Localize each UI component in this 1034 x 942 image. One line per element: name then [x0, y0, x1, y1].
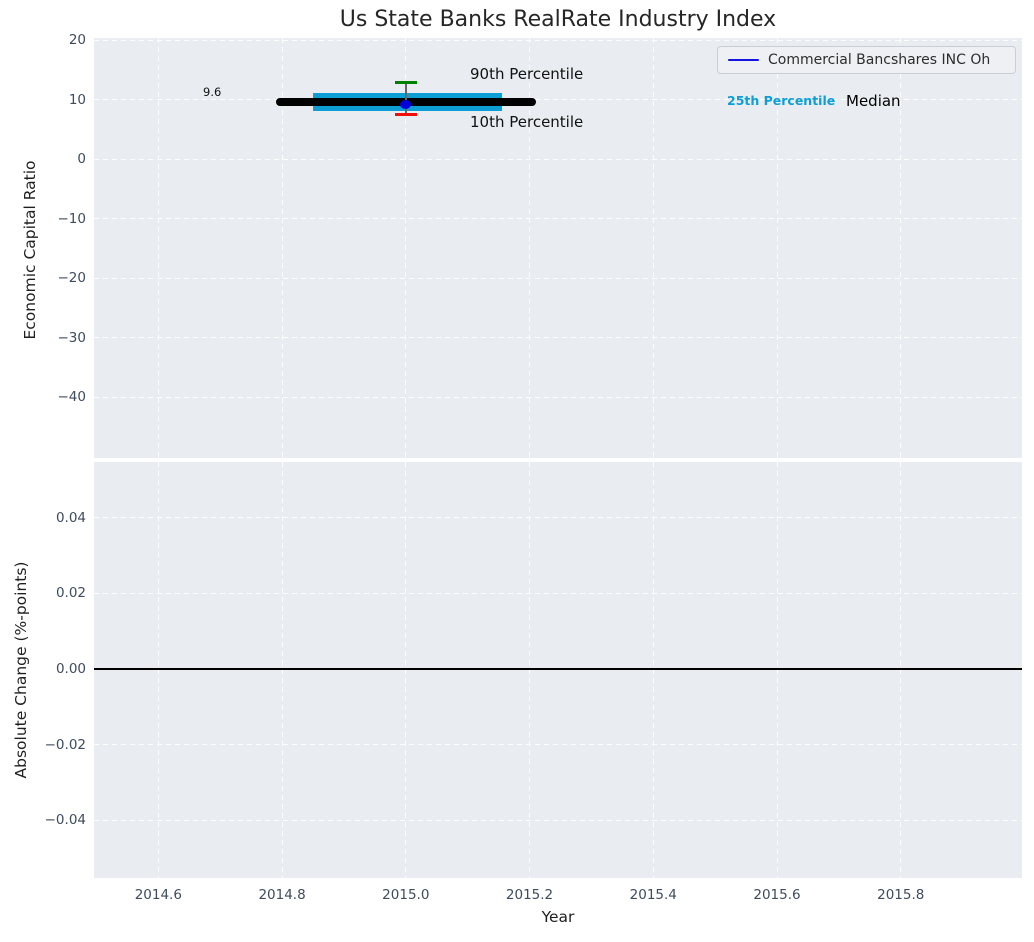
y-tick-label: −10 — [57, 210, 87, 227]
ylabel-economic-capital-ratio: Economic Capital Ratio — [21, 160, 39, 340]
y-tick-label: −0.04 — [44, 812, 86, 829]
y-tick-label: −0.02 — [44, 736, 86, 753]
zero-line — [94, 667, 1022, 670]
vertical-gridline — [405, 462, 407, 878]
horizontal-gridline — [94, 592, 1022, 594]
vertical-gridline — [652, 462, 654, 878]
y-tick-label: 0.02 — [55, 585, 86, 602]
x-tick-label: 2015.4 — [629, 887, 677, 903]
vertical-gridline — [900, 462, 902, 878]
horizontal-gridline — [94, 158, 1022, 160]
horizontal-gridline — [94, 218, 1022, 220]
horizontal-gridline — [94, 517, 1022, 519]
horizontal-gridline — [94, 396, 1022, 398]
company-marker-dot — [400, 100, 412, 110]
y-tick-label: 0.04 — [55, 509, 86, 526]
p90-cap — [394, 81, 417, 85]
p90-annotation: 90th Percentile — [470, 65, 584, 83]
y-tick-label: 0 — [77, 151, 86, 168]
y-tick-label: 20 — [68, 32, 86, 49]
legend-label: Commercial Bancshares INC Oh — [768, 52, 991, 68]
median-annotation: Median — [846, 92, 901, 110]
vertical-gridline — [281, 462, 283, 878]
x-tick-label: 2015.6 — [753, 887, 801, 903]
y-tick-label: −40 — [57, 389, 87, 406]
x-tick-label: 2015.2 — [505, 887, 554, 903]
vertical-gridline — [157, 38, 159, 458]
y-tick-label: −20 — [57, 270, 87, 287]
y-tick-label: 0.00 — [55, 660, 86, 677]
horizontal-gridline — [94, 744, 1022, 745]
xlabel-year: Year — [541, 908, 575, 926]
horizontal-gridline — [94, 337, 1022, 339]
chart-title: Us State Banks RealRate Industry Index — [339, 7, 777, 32]
vertical-gridline — [529, 462, 531, 878]
ylabel-absolute-change: Absolute Change (%-points) — [12, 561, 30, 779]
p25-annotation: 25th Percentile — [727, 93, 836, 108]
p10-annotation: 10th Percentile — [470, 113, 584, 131]
horizontal-gridline — [94, 277, 1022, 279]
y-tick-label: 10 — [68, 91, 86, 108]
y-tick-label: −30 — [57, 329, 87, 346]
vertical-gridline — [652, 38, 654, 458]
x-tick-label: 2015.0 — [382, 887, 430, 903]
bottom-plot-area — [94, 462, 1022, 878]
x-tick-label: 2014.6 — [134, 887, 182, 903]
legend-line-sample — [728, 58, 759, 62]
x-tick-label: 2014.8 — [258, 887, 306, 903]
vertical-gridline — [776, 462, 778, 878]
median-value-annotation: 9.6 — [203, 85, 222, 100]
top-plot-area: 9.6 90th Percentile 10th Percentile 25th… — [94, 38, 1022, 458]
x-tick-label: 2015.8 — [877, 887, 925, 903]
p10-cap — [394, 112, 417, 116]
vertical-gridline — [157, 462, 159, 878]
horizontal-gridline — [94, 39, 1022, 41]
legend: Commercial Bancshares INC Oh — [717, 46, 1016, 74]
horizontal-gridline — [94, 819, 1022, 821]
whisker-line — [405, 82, 407, 115]
